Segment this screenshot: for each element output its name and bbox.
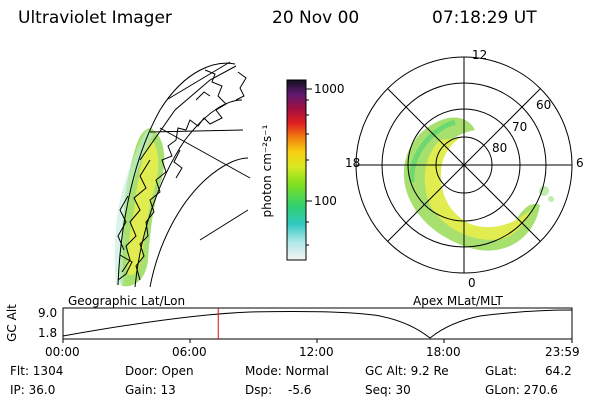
colorbar-tick-1000: 1000	[314, 82, 345, 96]
gc-alt-value: GC Alt: 9.2 Re	[365, 364, 449, 378]
colorbar-tick-100: 100	[314, 194, 337, 208]
mlt-label-12: 12	[472, 48, 488, 62]
seq-value: Seq: 30	[365, 383, 411, 397]
mode-value: Mode: Normal	[245, 364, 329, 378]
mlt-label-0: 0	[468, 276, 476, 290]
glat-label: GLat:	[485, 364, 518, 378]
gain-value: Gain: 13	[125, 383, 176, 397]
polar-plot	[355, 56, 573, 274]
colorbar-ticks	[306, 88, 312, 246]
ip-value: IP: 36.0	[10, 383, 56, 397]
orbit-x-ticks	[62, 339, 573, 343]
apex-label: Apex MLat/MLT	[413, 294, 503, 308]
mlt-label-18: 18	[345, 156, 361, 170]
lat-label-70: 70	[512, 120, 528, 134]
geographic-map	[114, 61, 251, 287]
mlt-label-6: 6	[576, 156, 584, 170]
dsp-value: -5.6	[288, 383, 312, 397]
time-label: 07:18:29 UT	[432, 8, 537, 28]
flight-number: Flt: 1304	[10, 364, 64, 378]
glat-value: 64.2	[545, 364, 572, 378]
x-tick-0000: 00:00	[45, 345, 80, 359]
glon-value: GLon: 270.6	[485, 383, 558, 397]
x-tick-2359: 23:59	[545, 345, 580, 359]
lat-label-60: 60	[536, 98, 552, 112]
x-tick-0600: 06:00	[172, 345, 207, 359]
lat-label-80: 80	[492, 141, 508, 155]
gc-alt-axis-label: GC Alt	[5, 304, 19, 342]
date-label: 20 Nov 00	[272, 8, 360, 28]
x-tick-1800: 18:00	[426, 345, 461, 359]
instrument-title: Ultraviolet Imager	[18, 8, 172, 28]
dsp-label: Dsp:	[245, 383, 273, 397]
door-status: Door: Open	[125, 364, 194, 378]
y-tick-9: 9.0	[38, 306, 58, 320]
x-tick-1200: 12:00	[299, 345, 334, 359]
geographic-label: Geographic Lat/Lon	[68, 294, 186, 308]
orbit-panel	[62, 307, 573, 343]
aurora-oval	[403, 117, 554, 251]
gc-altitude-curve	[62, 309, 573, 339]
colorbar-unit-label: photon cm⁻²s⁻¹	[260, 124, 274, 218]
colorbar	[286, 79, 307, 261]
y-tick-1-8: 1.8	[38, 326, 58, 340]
